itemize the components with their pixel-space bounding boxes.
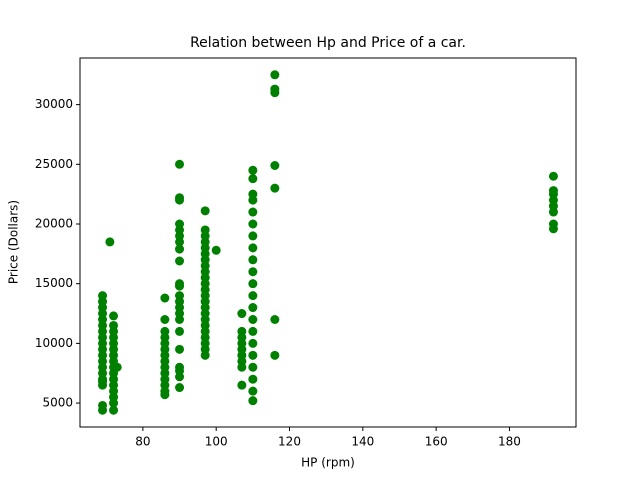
point xyxy=(248,174,258,184)
point xyxy=(270,70,280,80)
point xyxy=(270,183,280,193)
point xyxy=(175,326,185,336)
point xyxy=(248,386,258,396)
point xyxy=(548,186,558,196)
point xyxy=(175,159,185,169)
point xyxy=(248,207,258,217)
y-tick-label: 10000 xyxy=(35,336,73,350)
point xyxy=(248,291,258,301)
x-tick-label: 80 xyxy=(135,435,150,449)
point xyxy=(248,219,258,229)
point xyxy=(98,400,108,410)
point xyxy=(237,380,247,390)
point xyxy=(160,293,170,303)
chart-title: Relation between Hp and Price of a car. xyxy=(190,35,466,51)
point xyxy=(270,161,280,171)
point xyxy=(248,189,258,199)
point xyxy=(548,219,558,229)
point xyxy=(105,237,115,247)
point xyxy=(200,206,210,216)
point xyxy=(248,303,258,313)
point xyxy=(160,314,170,324)
x-tick-label: 140 xyxy=(351,435,374,449)
point xyxy=(109,311,119,321)
y-tick-label: 5000 xyxy=(42,396,73,410)
point xyxy=(248,243,258,253)
point xyxy=(237,309,247,319)
point xyxy=(175,291,185,301)
y-tick-label: 30000 xyxy=(35,97,73,111)
point xyxy=(175,219,185,229)
point xyxy=(248,255,258,265)
point xyxy=(98,291,108,301)
point xyxy=(175,362,185,372)
y-tick-label: 15000 xyxy=(35,276,73,290)
point xyxy=(248,314,258,324)
x-tick-label: 180 xyxy=(498,435,521,449)
point xyxy=(175,244,185,254)
point xyxy=(248,267,258,277)
y-axis-label: Price (Dollars) xyxy=(7,200,21,284)
point xyxy=(248,279,258,289)
point xyxy=(248,326,258,336)
point xyxy=(248,374,258,384)
y-tick-label: 20000 xyxy=(35,216,73,230)
point xyxy=(248,396,258,406)
point xyxy=(237,326,247,336)
point xyxy=(160,326,170,336)
point xyxy=(548,171,558,181)
point xyxy=(248,350,258,360)
point xyxy=(175,256,185,266)
point xyxy=(211,245,221,255)
x-tick-label: 160 xyxy=(425,435,448,449)
point xyxy=(200,225,210,235)
point xyxy=(175,383,185,393)
point xyxy=(248,362,258,372)
point xyxy=(112,362,122,372)
point xyxy=(248,338,258,348)
point xyxy=(109,405,119,415)
point xyxy=(175,344,185,354)
point xyxy=(109,320,119,330)
y-tick-label: 25000 xyxy=(35,157,73,171)
x-axis-label: HP (rpm) xyxy=(301,456,355,470)
plot-frame xyxy=(79,57,577,428)
point xyxy=(248,231,258,241)
x-tick-label: 100 xyxy=(205,435,228,449)
point xyxy=(175,193,185,203)
point xyxy=(270,350,280,360)
point xyxy=(270,84,280,94)
point xyxy=(248,165,258,175)
x-tick-label: 120 xyxy=(278,435,301,449)
point xyxy=(175,279,185,289)
point xyxy=(270,314,280,324)
